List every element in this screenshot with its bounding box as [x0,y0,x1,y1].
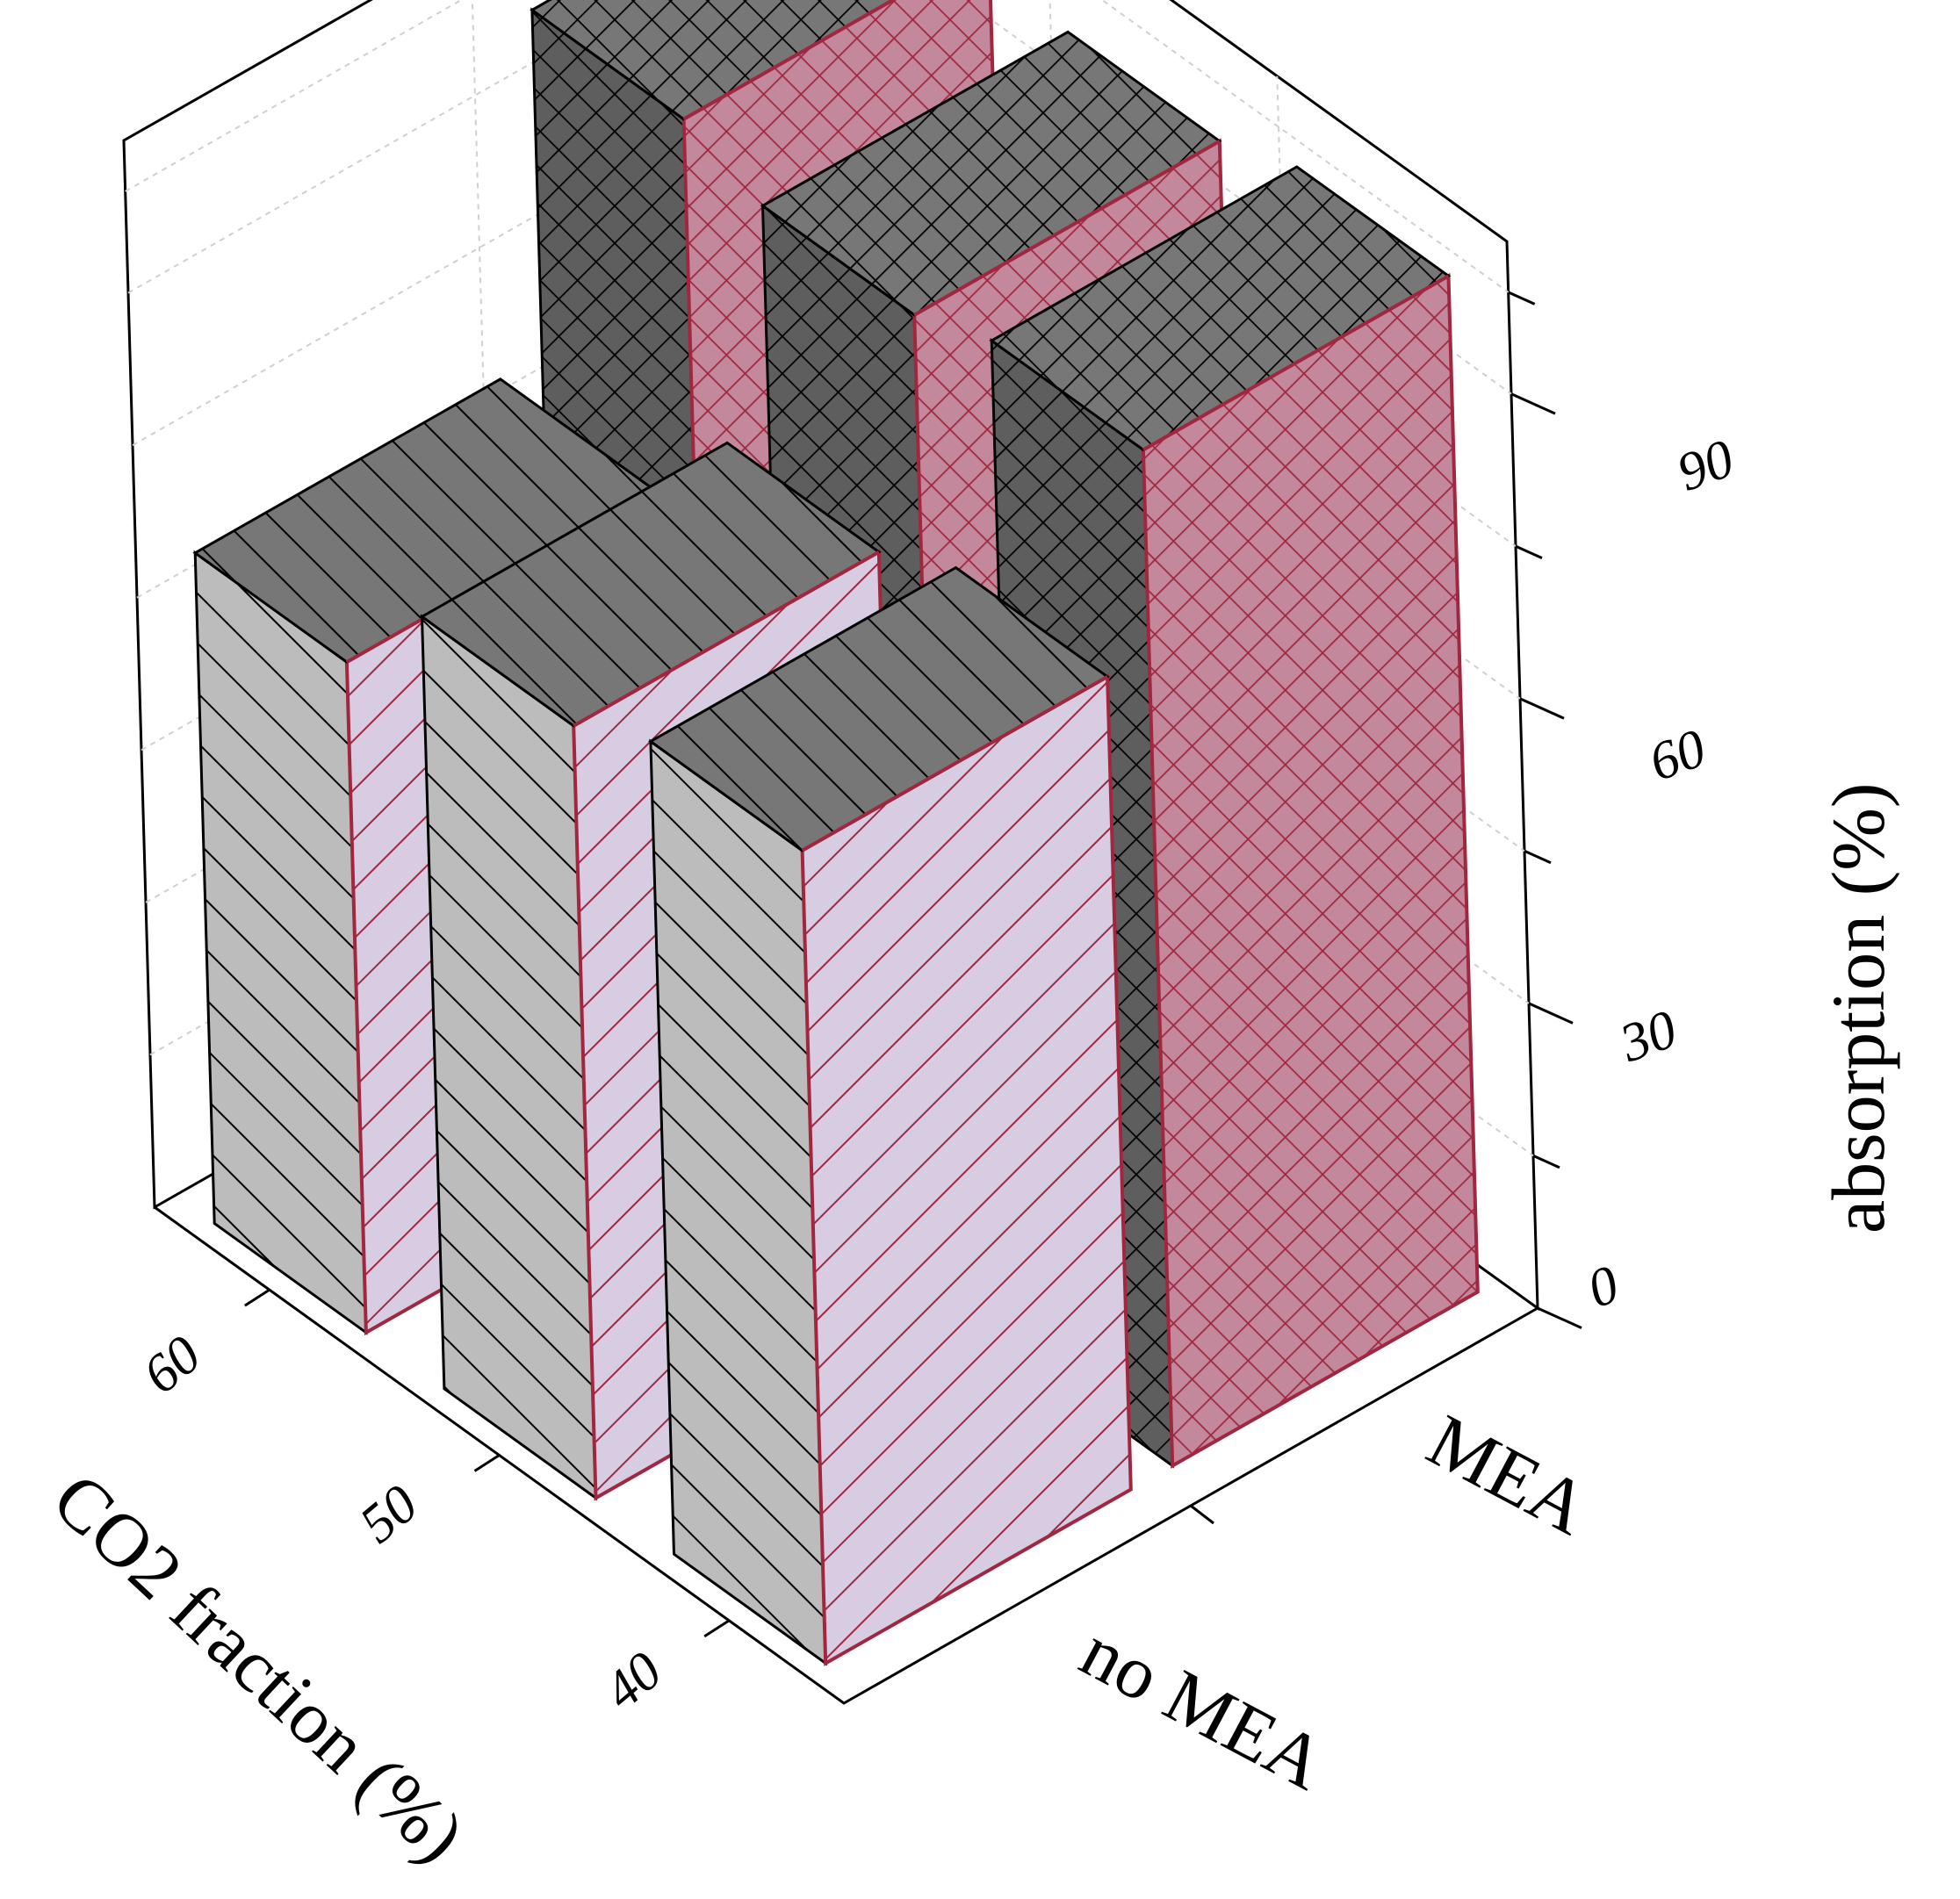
bar-face-front-pattern [649,738,827,1666]
bar-face-top-pattern [989,165,1452,452]
bar-edge-top-side [801,675,1109,852]
bar-no-mea-40 [648,565,1133,1666]
bar-edge-top-side [1142,274,1450,452]
z-tick-90: 90 [1670,428,1742,503]
bar-face-front-pattern [420,614,598,1501]
x-tick-mark-50 [473,1454,501,1472]
y-category-no-mea: no MEA [1068,1608,1339,1806]
z-tick-60: 60 [1642,718,1714,793]
bar-face-front-pattern [193,550,368,1335]
x-tick-mark-40 [703,1619,730,1638]
bars-group [192,0,1480,1666]
bar-face-top-pattern [530,0,896,121]
x-tick-60: 60 [132,1325,212,1406]
z-tick-0: 0 [1581,1255,1626,1320]
y-tick-mark [1190,1504,1214,1525]
z-tick-mark-45 [1524,849,1552,865]
x-tick-mark-60 [244,1288,270,1307]
z-tick-mark-60 [1519,697,1565,720]
z-tick-mark-0 [1537,1306,1582,1329]
z-axis-title: absorption (%) [1816,783,1900,1234]
x-tick-50: 50 [349,1474,429,1555]
y-category-mea: MEA [1415,1398,1603,1550]
bar-edge-top-side [913,139,1221,317]
z-tick-mark-75 [1515,544,1543,560]
bar-face-side-pattern [1141,272,1480,1469]
x-tick-40: 40 [593,1641,673,1722]
bar-edge-top-side [682,0,897,121]
z-tick-mark-30 [1528,1002,1574,1025]
z-tick-mark-90 [1510,392,1556,415]
z-tick-mark-15 [1532,1155,1560,1169]
y-gridline [471,0,502,1011]
bar-face-side-pattern [800,673,1133,1666]
z-tick-mark-100 [1508,291,1536,306]
bar-edge-top-side [573,550,880,728]
floor-axes [154,1205,1538,1705]
z-tick-30: 30 [1612,999,1684,1074]
